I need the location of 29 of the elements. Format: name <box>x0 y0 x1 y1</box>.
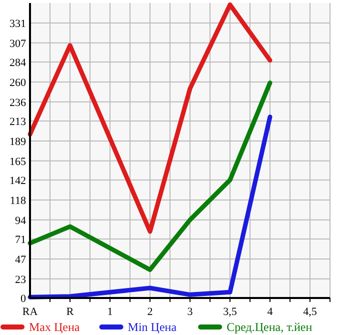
y-tick-label: 284 <box>10 57 26 69</box>
legend-label: Max Цена <box>29 320 80 334</box>
x-tick-label: 3 <box>187 306 194 318</box>
line-series <box>28 2 272 234</box>
legend-label: Min Цена <box>128 320 178 334</box>
y-tick-label: 189 <box>10 136 26 148</box>
y-tick-label: 94 <box>15 214 26 227</box>
x-tick-label: 4 <box>267 306 274 318</box>
y-tick-label: 23 <box>15 274 26 286</box>
line-series <box>28 114 272 300</box>
x-tick-label: RA <box>22 306 38 318</box>
legend-label: Сред.Цена, т.йен <box>226 320 313 334</box>
x-tick-label: R <box>66 306 74 318</box>
y-tick-label: 0 <box>20 293 26 305</box>
y-tick-label: 331 <box>10 18 26 30</box>
x-tick-label: 1 <box>107 306 113 318</box>
y-tick-label: 142 <box>10 175 26 187</box>
y-tick-label: 236 <box>10 96 26 109</box>
x-tick-label: 4,5 <box>303 306 318 318</box>
y-tick-label: 71 <box>15 234 26 246</box>
y-tick-label: 165 <box>10 156 26 168</box>
x-tick-label: 2 <box>147 306 153 318</box>
x-tick-label: 3,5 <box>223 306 238 318</box>
y-tick-label: 307 <box>10 38 26 50</box>
y-tick-label: 213 <box>10 116 26 128</box>
y-tick-label: 118 <box>10 194 26 207</box>
line-series <box>28 80 272 272</box>
y-tick-label: 260 <box>10 76 26 89</box>
y-tick-label: 47 <box>15 254 26 266</box>
